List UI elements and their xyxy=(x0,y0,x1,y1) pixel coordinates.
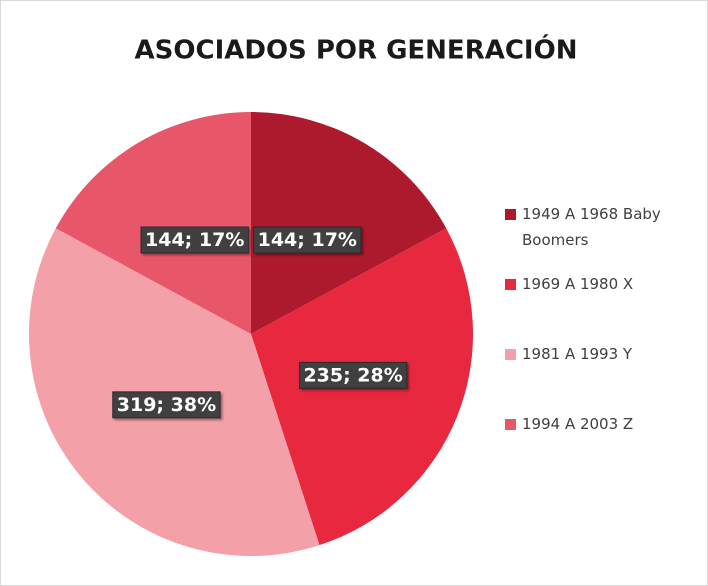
legend-swatch xyxy=(505,419,516,430)
legend-label: 1994 A 2003 Z xyxy=(522,415,634,433)
data-label: 319; 38% xyxy=(117,394,216,416)
pie-slice xyxy=(55,112,251,334)
legend-swatch xyxy=(505,209,516,220)
legend: 1949 A 1968 Baby Boomers 1969 A 1980 X 198… xyxy=(505,201,705,481)
legend-swatch xyxy=(505,349,516,360)
legend-swatch xyxy=(505,279,516,290)
legend-label: 1969 A 1980 X xyxy=(522,275,634,293)
legend-label: 1981 A 1993 Y xyxy=(522,345,633,363)
data-label-box xyxy=(112,391,221,419)
chart-title: ASOCIADOS POR GENERACIÓN xyxy=(135,34,578,66)
data-label-box xyxy=(298,361,408,389)
legend-item: 1949 A 1968 Baby Boomers xyxy=(505,201,705,271)
data-label: 144; 17% xyxy=(145,229,244,251)
data-label-box xyxy=(140,226,249,254)
legend-item: 1969 A 1980 X xyxy=(505,271,705,341)
pie-slice xyxy=(251,112,447,334)
data-label-box xyxy=(253,226,362,254)
legend-label: 1949 A 1968 Baby Boomers xyxy=(522,205,661,249)
data-label: 144; 17% xyxy=(258,229,357,251)
legend-item: 1994 A 2003 Z xyxy=(505,411,705,481)
legend-item: 1981 A 1993 Y xyxy=(505,341,705,411)
data-label: 235; 28% xyxy=(303,364,402,386)
